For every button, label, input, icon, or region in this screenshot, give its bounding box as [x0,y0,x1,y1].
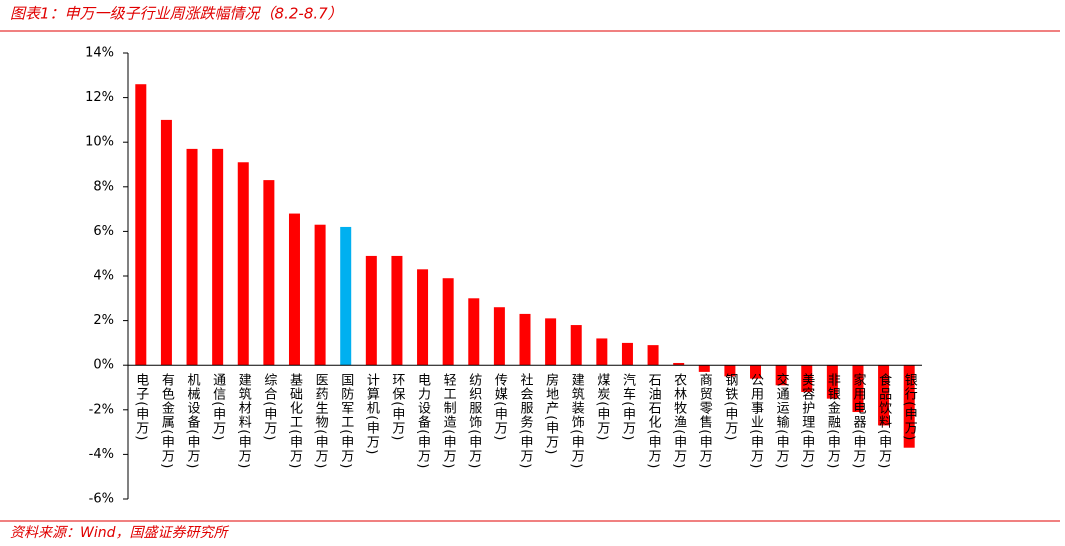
x-tick-label: 有色金属(申万) [159,373,175,469]
x-tick-label: 房地产(申万) [543,373,559,456]
bar [186,148,198,366]
bar [160,119,172,366]
x-tick-label: 农林牧渔(申万) [671,373,687,469]
bar [621,342,633,366]
bar [288,213,300,366]
source-note: 资料来源：Wind，国盛证券研究所 [10,525,229,541]
bar [212,148,224,366]
y-tick-label: -6% [89,492,114,507]
bar [340,226,352,366]
bar [545,318,557,366]
x-tick-label: 基础化工(申万) [287,373,303,469]
x-tick-label: 商贸零售(申万) [697,373,713,469]
bar [263,180,275,366]
x-tick-label: 轻工制造(申万) [441,373,457,469]
bar [750,365,762,379]
x-tick-label: 钢铁(申万) [722,373,738,441]
y-tick-label: -4% [89,447,114,462]
bar [519,313,531,366]
bar [647,345,659,366]
x-tick-label: 电子(申万) [133,373,149,441]
y-tick-label: 12% [85,90,114,105]
bar [698,365,710,372]
x-tick-label: 家用电器(申万) [850,373,866,470]
bar [570,325,582,366]
x-tick-label: 美容护理(申万) [799,373,815,469]
x-tick-label: 传媒(申万) [492,373,508,441]
bar [724,365,736,377]
x-tick-label: 综合(申万) [261,373,277,441]
x-tick-label: 公用事业(申万) [748,373,764,469]
y-tick-label: 14% [85,46,114,61]
x-tick-label: 石油石化(申万) [646,373,662,469]
bar [673,362,685,366]
x-tick-label: 建筑材料(申万) [236,373,252,469]
bar [775,365,787,386]
bar [903,365,915,448]
y-tick-label: 4% [93,269,114,284]
chart-title: 图表1：申万一级子行业周涨跌幅情况（8.2-8.7） [10,5,343,23]
x-tick-label: 机械设备(申万) [185,373,201,469]
x-tick-label: 国防军工(申万) [338,373,354,469]
bar [314,224,326,366]
bar [493,307,505,366]
y-tick-label: -2% [89,402,114,417]
bar [442,278,454,366]
bar [826,365,838,399]
x-tick-label: 银行(申万) [902,373,918,441]
y-tick-label: 8% [93,179,114,194]
bar [237,162,249,366]
x-tick-label: 通信(申万) [210,373,226,441]
x-tick-label: 电力设备(申万) [415,373,431,469]
x-tick-label: 纺织服饰(申万) [466,373,482,469]
y-tick-label: 10% [85,135,114,150]
bar [468,298,480,366]
bar [801,365,813,392]
bar [391,255,403,366]
x-tick-label: 非银金融(申万) [825,373,841,469]
x-tick-label: 煤炭(申万) [594,373,610,441]
y-tick-label: 2% [93,313,114,328]
x-tick-label: 计算机(申万) [364,373,380,455]
bar [878,365,890,426]
bar [596,338,608,366]
x-tick-label: 医药生物(申万) [313,373,329,469]
x-tick-label: 食品饮料(申万) [876,373,892,470]
bar [135,84,147,366]
x-tick-label: 汽车(申万) [620,373,636,441]
x-tick-label: 社会服务(申万) [518,373,534,470]
x-tick-label: 环保(申万) [389,373,405,441]
bar [365,255,377,366]
x-tick-label: 建筑装饰(申万) [569,373,585,469]
y-tick-label: 6% [93,224,114,239]
bar [852,365,864,413]
y-tick-label: 0% [93,358,114,373]
bar [417,269,429,366]
x-tick-label: 交通运输(申万) [774,373,790,470]
